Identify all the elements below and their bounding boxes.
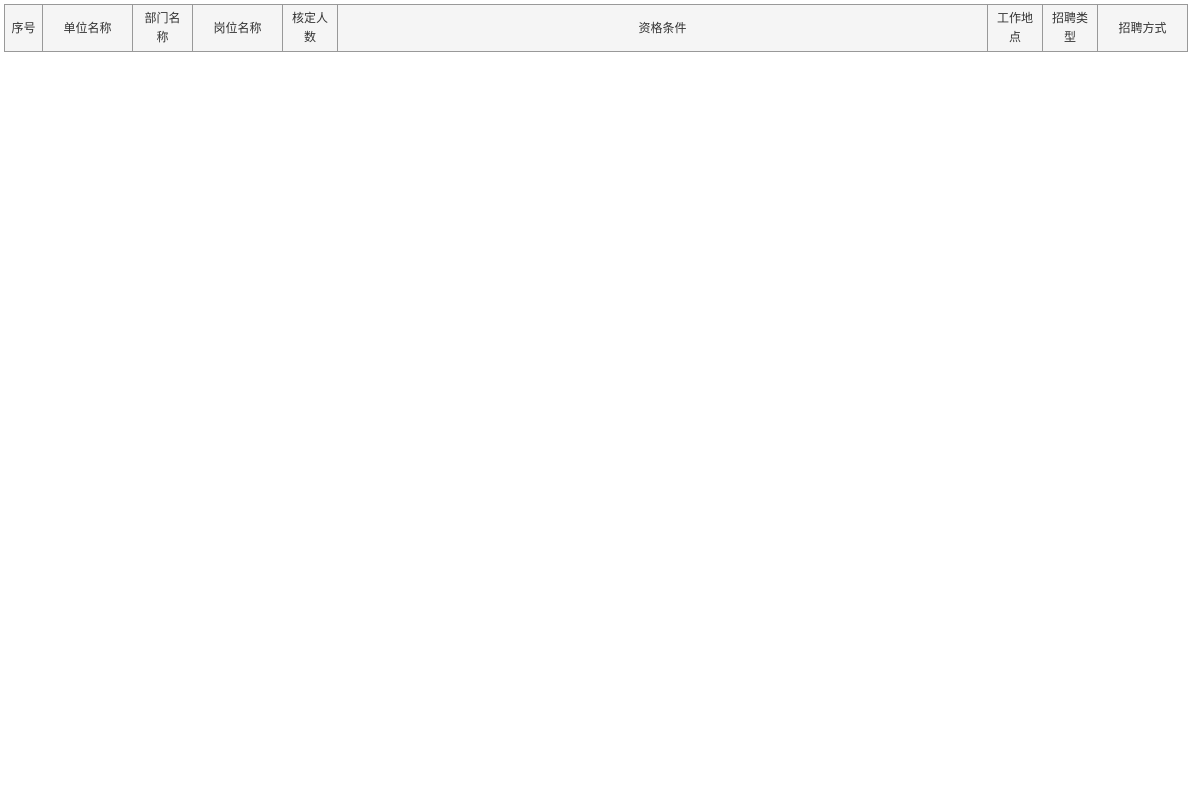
header-recruit-method: 招聘方式 <box>1098 5 1188 52</box>
table-header-row: 序号 单位名称 部门名称 岗位名称 核定人数 资格条件 工作地点 招聘类型 招聘… <box>5 5 1188 52</box>
header-num: 核定人数 <box>283 5 338 52</box>
header-seq: 序号 <box>5 5 43 52</box>
header-qualification: 资格条件 <box>338 5 988 52</box>
header-recruit-type: 招聘类型 <box>1043 5 1098 52</box>
header-dept: 部门名称 <box>133 5 193 52</box>
header-location: 工作地点 <box>988 5 1043 52</box>
header-position: 岗位名称 <box>193 5 283 52</box>
header-unit: 单位名称 <box>43 5 133 52</box>
recruitment-table: 序号 单位名称 部门名称 岗位名称 核定人数 资格条件 工作地点 招聘类型 招聘… <box>4 4 1188 52</box>
